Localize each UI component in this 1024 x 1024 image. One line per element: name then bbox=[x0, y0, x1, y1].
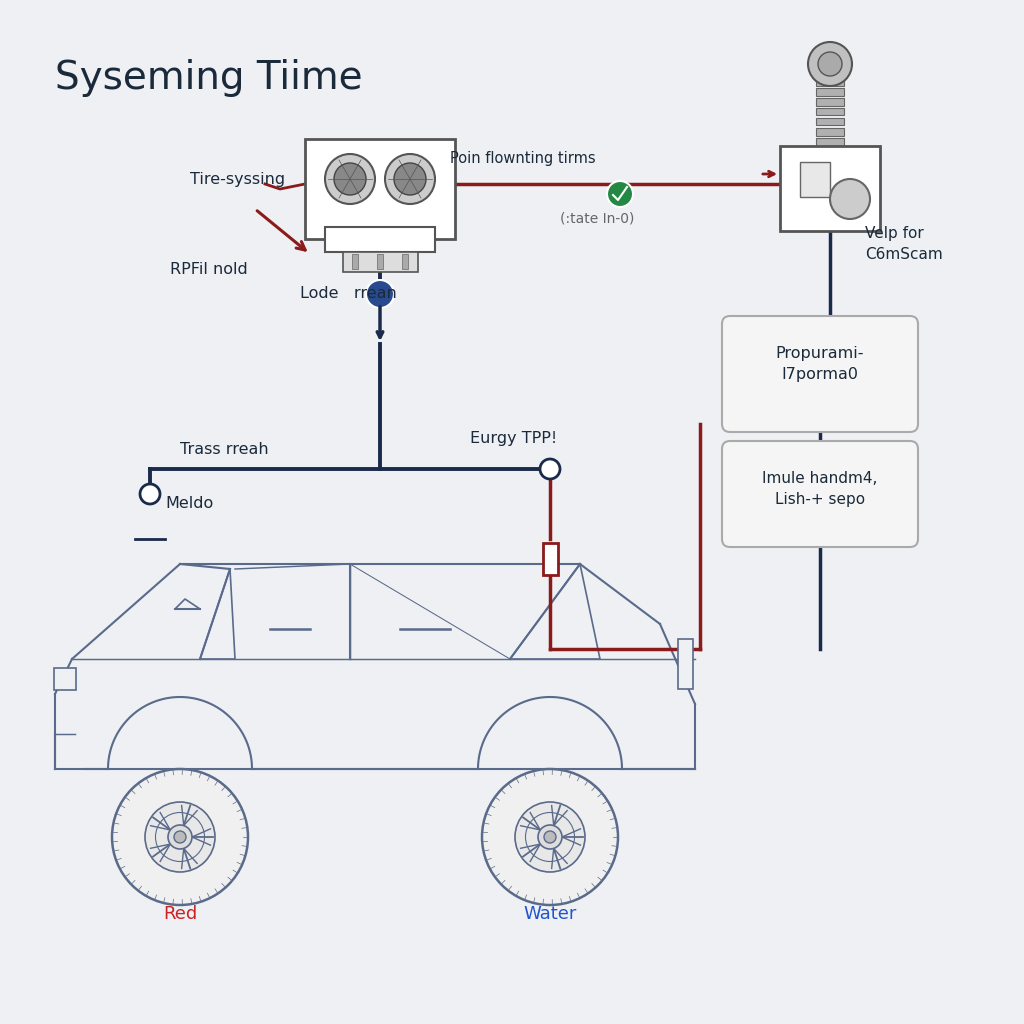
Circle shape bbox=[174, 831, 186, 843]
Bar bbox=[352, 255, 358, 269]
Text: Trass rreah: Trass rreah bbox=[180, 441, 268, 457]
Text: Tire-syssing: Tire-syssing bbox=[190, 171, 285, 186]
Circle shape bbox=[538, 825, 562, 849]
Bar bbox=[816, 79, 844, 85]
Bar bbox=[54, 668, 76, 690]
Text: Water: Water bbox=[523, 905, 577, 923]
Circle shape bbox=[168, 825, 193, 849]
Bar bbox=[816, 148, 844, 156]
Text: Poin flownting tirms: Poin flownting tirms bbox=[450, 152, 596, 167]
Bar bbox=[342, 252, 418, 272]
Text: (:tate In-0): (:tate In-0) bbox=[560, 212, 635, 226]
Circle shape bbox=[515, 802, 585, 872]
Circle shape bbox=[140, 484, 160, 504]
Bar bbox=[816, 128, 844, 135]
Circle shape bbox=[818, 52, 842, 76]
Bar bbox=[325, 226, 435, 252]
Text: Meldo: Meldo bbox=[165, 497, 213, 512]
Text: Velp for
C6mScam: Velp for C6mScam bbox=[865, 226, 943, 262]
Text: Syseming Tiime: Syseming Tiime bbox=[55, 59, 362, 97]
Text: Imule handm4,
Lish-+ sepo: Imule handm4, Lish-+ sepo bbox=[762, 471, 878, 507]
Bar bbox=[816, 109, 844, 116]
Circle shape bbox=[544, 831, 556, 843]
Bar bbox=[543, 543, 557, 575]
Bar bbox=[816, 119, 844, 126]
Circle shape bbox=[145, 802, 215, 872]
Bar bbox=[816, 98, 844, 105]
Text: Eurgy TPP!: Eurgy TPP! bbox=[470, 431, 557, 446]
Bar bbox=[816, 88, 844, 95]
Circle shape bbox=[830, 179, 870, 219]
Text: RPFil nold: RPFil nold bbox=[170, 261, 248, 276]
Text: Propurami-
I7porma0: Propurami- I7porma0 bbox=[776, 346, 864, 382]
Circle shape bbox=[334, 163, 366, 195]
Bar bbox=[678, 639, 692, 689]
Circle shape bbox=[385, 154, 435, 204]
FancyBboxPatch shape bbox=[722, 316, 918, 432]
Text: Lode   rrean: Lode rrean bbox=[300, 287, 396, 301]
Circle shape bbox=[808, 42, 852, 86]
Bar bbox=[305, 139, 455, 239]
Bar bbox=[816, 138, 844, 145]
FancyBboxPatch shape bbox=[722, 441, 918, 547]
Bar bbox=[377, 255, 383, 269]
Bar bbox=[780, 146, 880, 231]
Circle shape bbox=[394, 163, 426, 195]
Text: Red: Red bbox=[163, 905, 198, 923]
Bar bbox=[402, 255, 408, 269]
Bar bbox=[800, 162, 830, 197]
Circle shape bbox=[540, 459, 560, 479]
Circle shape bbox=[607, 181, 633, 207]
Circle shape bbox=[366, 280, 394, 308]
Circle shape bbox=[482, 769, 618, 905]
Circle shape bbox=[112, 769, 248, 905]
Circle shape bbox=[325, 154, 375, 204]
